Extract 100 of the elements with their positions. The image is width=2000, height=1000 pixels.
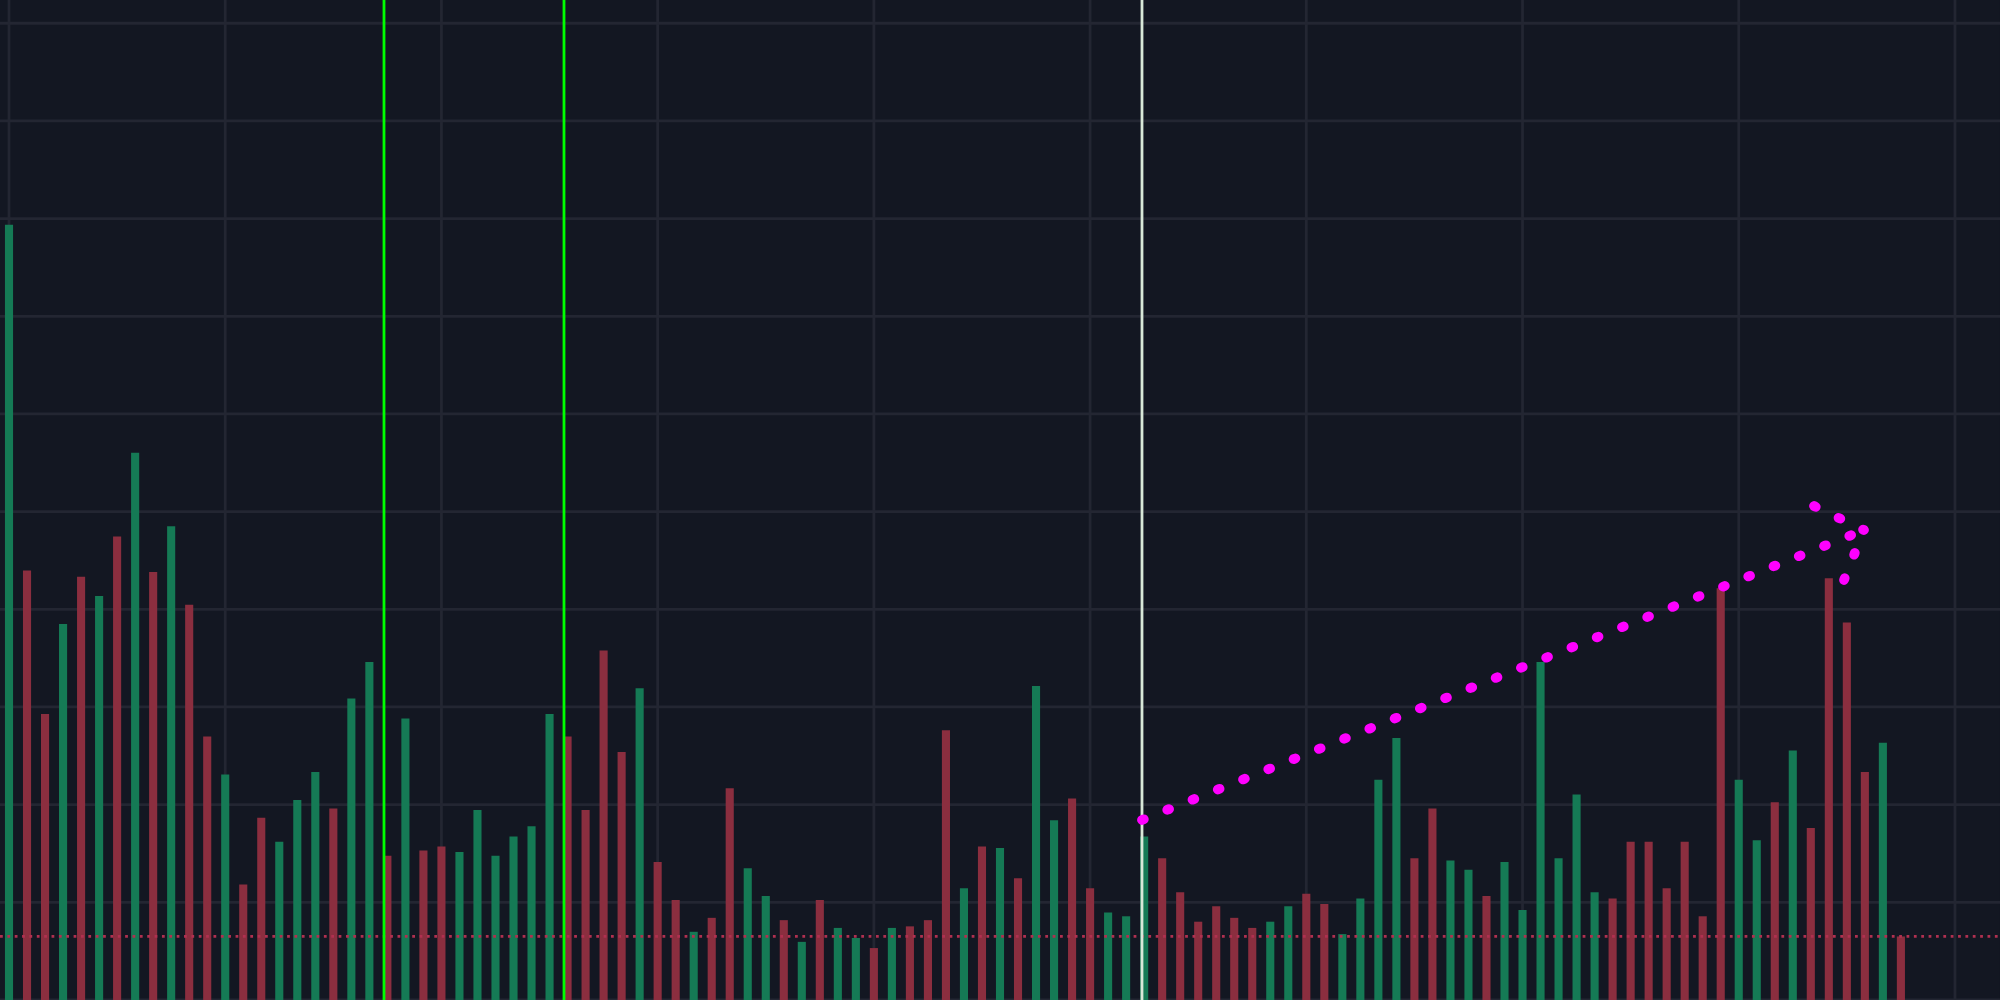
bar [509,836,518,1000]
bar [1788,750,1797,1000]
bar [455,851,464,1000]
bar [653,862,662,1000]
bar [1428,808,1437,1000]
bar [779,920,788,1000]
bar [1590,892,1599,1000]
bar [869,948,878,1000]
bar [1860,772,1869,1000]
bar [1230,917,1239,1000]
bar [275,841,284,1000]
bar [851,937,860,1000]
bar [4,224,14,1000]
bar [1302,893,1311,1000]
bar [1716,588,1725,1000]
bar [1626,841,1635,1000]
bar [707,917,716,1000]
bar [1122,916,1131,1000]
bar [725,788,734,1000]
bar [977,846,987,1000]
bar [635,688,644,1000]
bar [995,848,1005,1000]
bar [329,808,338,1000]
bar [1572,794,1581,1000]
bar [1806,827,1815,1000]
bar [1608,898,1617,1000]
bar [437,846,446,1000]
bar [419,850,428,1000]
bar [59,624,68,1000]
bar [689,931,698,1000]
bar [671,900,680,1000]
bar [545,713,554,1000]
bar [1500,862,1509,1000]
bar [1644,841,1653,1000]
bar [743,868,752,1000]
bar [1464,869,1473,1000]
bar [1194,921,1203,1000]
bar [113,536,122,1000]
bar [22,570,32,1000]
bar [1536,662,1545,1000]
bar [1013,878,1023,1000]
bar [1680,841,1689,1000]
bar [221,774,230,1000]
bar [1554,858,1563,1000]
bar [1158,858,1167,1000]
bar [1392,737,1401,1000]
bar [1248,927,1257,1000]
bar [167,526,176,1000]
bar [1896,936,1905,1000]
bar [185,604,194,1000]
bar [1518,910,1527,1000]
bar [905,926,914,1000]
bar [761,896,770,1000]
bar [923,920,932,1000]
bar [1338,934,1347,1000]
bar [1104,912,1113,1000]
bar [149,572,158,1000]
bar [95,596,104,1000]
bar [1446,860,1455,1000]
bar [581,810,590,1000]
bar [833,927,842,1000]
bar [1734,779,1743,1000]
bar [941,730,950,1000]
bar [1176,892,1185,1000]
bar [1212,906,1221,1000]
bar [1068,798,1077,1000]
bar [1086,888,1095,1000]
bar [347,698,356,1000]
bar [527,826,536,1000]
bar [1698,916,1707,1000]
bar [1410,858,1419,1000]
bar [239,884,248,1000]
bar [797,941,806,1000]
bar [491,855,500,1000]
bar [40,713,50,1000]
bar [599,650,608,1000]
bar [257,817,266,1000]
bar [959,888,969,1000]
bar [815,900,824,1000]
bar [203,736,212,1000]
bar [77,576,86,1000]
bar [887,927,896,1000]
bar [1752,840,1761,1000]
bar [1824,578,1833,1000]
bar [1050,820,1059,1000]
bar [1842,622,1851,1000]
bar [1031,686,1041,1000]
bar [1482,896,1491,1000]
bar [1662,888,1671,1000]
bar [131,452,140,1000]
bar [1320,903,1329,1000]
bar [293,800,302,1000]
bar [401,718,410,1000]
bar [1374,779,1383,1000]
bar [1356,898,1365,1000]
bar [1878,742,1887,1000]
bar [365,662,374,1000]
bar [311,772,320,1000]
bar [1770,802,1779,1000]
bar [1266,921,1275,1000]
